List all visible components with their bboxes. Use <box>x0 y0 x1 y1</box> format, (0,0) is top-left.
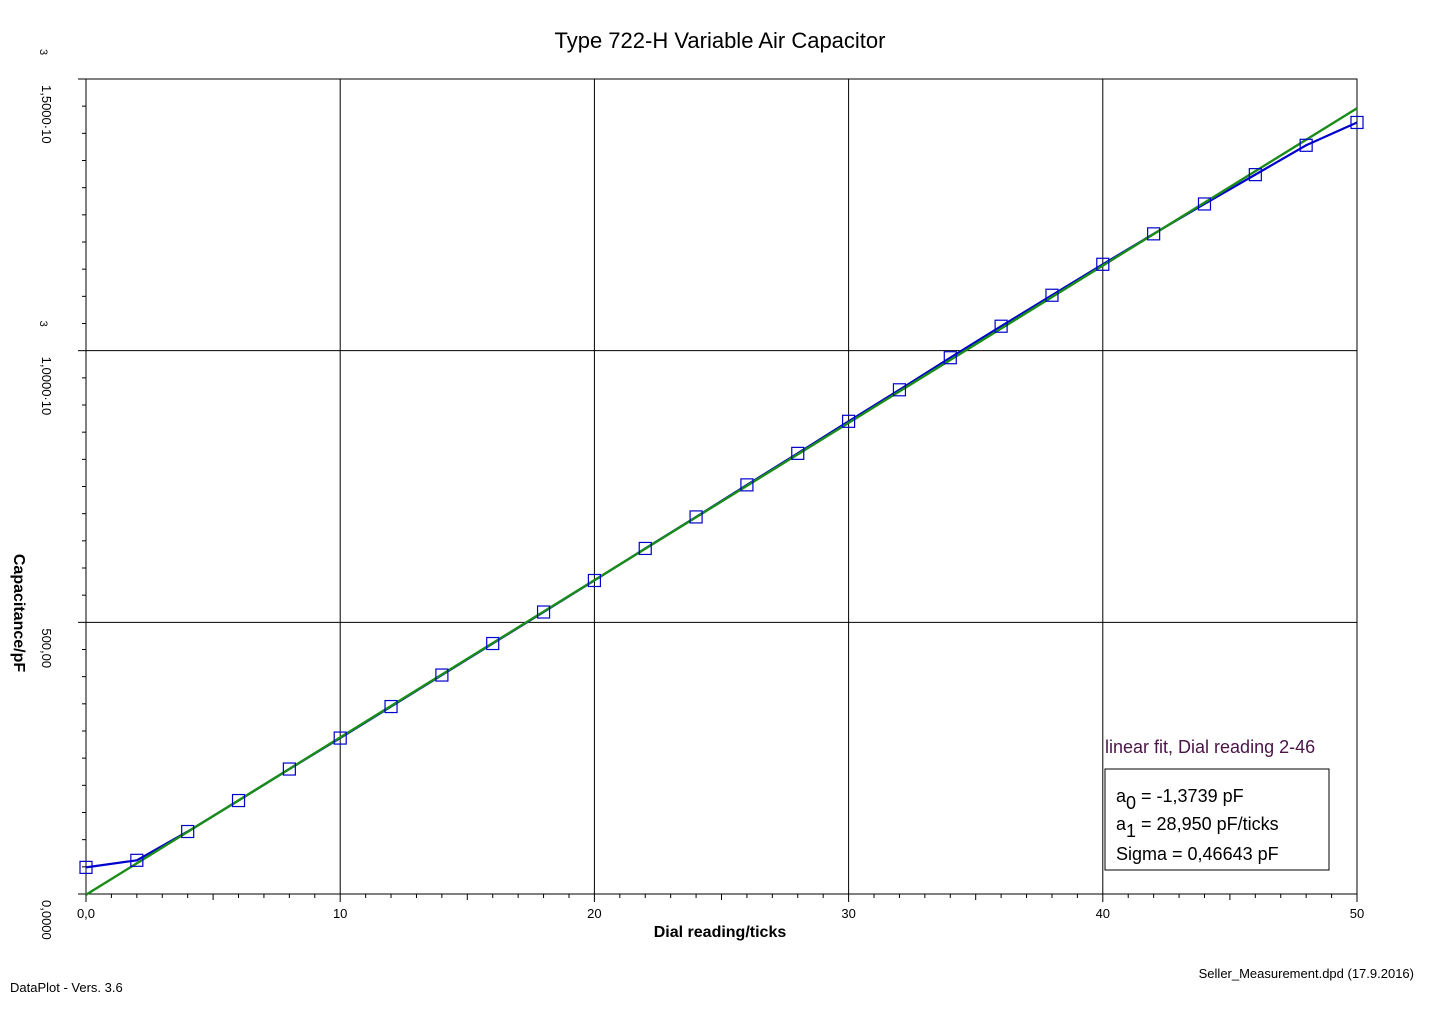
data-point <box>536 605 551 619</box>
x-tick-label: 50 <box>1350 906 1364 921</box>
data-point <box>384 699 398 714</box>
data-point <box>79 860 93 874</box>
footer-file: Seller_Measurement.dpd (17.9.2016) <box>1199 966 1414 981</box>
data-point <box>1197 197 1212 211</box>
fit-layer <box>79 107 1364 896</box>
data-point <box>231 793 246 808</box>
fit-a0: a0 = -1,3739 pF <box>1116 786 1244 813</box>
footer-version: DataPlot - Vers. 3.6 <box>10 980 123 995</box>
data-point <box>333 731 347 745</box>
y-tick-labels: 0,0000 500,00 1,0000·10 3 1,5000·10 3 <box>37 49 54 940</box>
y-tick-label-exponent: 3 <box>37 321 49 327</box>
data-point <box>130 853 144 867</box>
chart-title: Type 722-H Variable Air Capacitor <box>555 28 886 53</box>
data-point <box>841 414 856 428</box>
y-tick-label: 0,0000 <box>39 900 54 940</box>
x-axis-label: Dial reading/ticks <box>654 924 787 941</box>
data-point <box>892 383 907 397</box>
fit-title: linear fit, Dial reading 2-46 <box>1105 737 1315 757</box>
data-point <box>181 824 195 839</box>
fit-a1: a1 = 28,950 pF/ticks <box>1116 814 1279 841</box>
x-tick-labels: 0,0 10 20 30 40 50 <box>77 906 1364 921</box>
fit-a1-value: = 28,950 pF/ticks <box>1136 814 1279 834</box>
fit-a0-symbol: a <box>1116 786 1127 806</box>
fit-a1-symbol: a <box>1116 814 1127 834</box>
y-tick-label: 1,5000·10 <box>39 85 54 144</box>
data-point <box>1299 138 1313 152</box>
grid-lines <box>86 79 1357 894</box>
x-tick-label: 30 <box>841 906 855 921</box>
fit-sigma: Sigma = 0,46643 pF <box>1116 844 1279 864</box>
x-tick-label: 40 <box>1096 906 1110 921</box>
x-tick-label: 0,0 <box>77 906 95 921</box>
fit-a1-subscript: 1 <box>1126 821 1136 841</box>
plot-area <box>85 78 1358 895</box>
data-point <box>943 351 957 365</box>
data-point <box>791 446 805 460</box>
data-point <box>740 478 754 492</box>
data-point <box>638 541 652 556</box>
data-point <box>994 319 1008 333</box>
data-point <box>1147 227 1161 241</box>
fit-a0-value: = -1,3739 pF <box>1136 786 1244 806</box>
x-tick-label: 10 <box>333 906 347 921</box>
data-point <box>689 510 703 524</box>
data-point <box>486 636 500 651</box>
fit-results-box <box>1104 768 1330 871</box>
data-point <box>1096 257 1110 271</box>
x-tick-label: 20 <box>587 906 601 921</box>
y-tick-label: 500,00 <box>39 628 54 668</box>
data-point <box>1350 115 1364 130</box>
minor-ticks <box>78 78 1358 902</box>
data-point <box>587 573 602 588</box>
fit-a0-subscript: 0 <box>1126 793 1136 813</box>
data-point <box>1045 288 1059 302</box>
data-point <box>1248 168 1262 182</box>
data-point <box>435 668 449 682</box>
data-point <box>282 762 296 776</box>
fit-line <box>85 107 1358 896</box>
y-axis-label: Capacitance/pF <box>10 554 27 672</box>
y-tick-label-exponent: 3 <box>37 49 49 55</box>
y-tick-label: 1,0000·10 <box>39 357 54 416</box>
